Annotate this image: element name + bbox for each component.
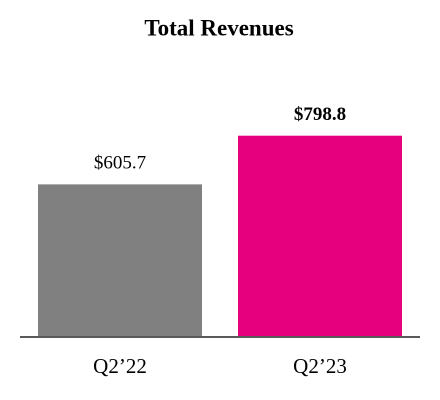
bar [38, 184, 202, 337]
x-tick-label: Q2’23 [293, 354, 347, 378]
chart-title: Total Revenues [144, 15, 293, 40]
x-tick-label: Q2’22 [93, 354, 147, 378]
bar [238, 135, 402, 337]
value-label: $798.8 [294, 104, 346, 125]
value-label: $605.7 [94, 153, 146, 174]
